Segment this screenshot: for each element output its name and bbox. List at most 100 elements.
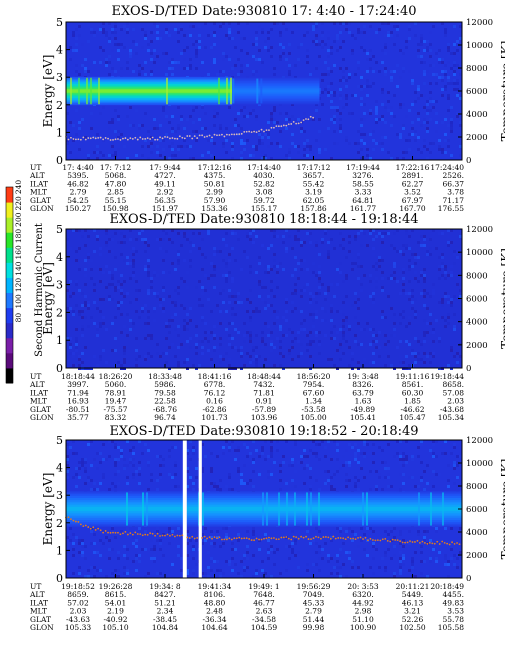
heatmap-cell: [366, 244, 369, 247]
heatmap-cell: [420, 551, 423, 554]
ephemeris-value: 35.77: [67, 413, 89, 422]
heatmap-cell: [213, 253, 216, 256]
heatmap-cell: [186, 542, 189, 545]
heatmap-cell: [105, 458, 108, 461]
temperature-point: [277, 538, 280, 541]
temperature-point: [131, 138, 134, 140]
ephemeris-row-label: UT: [30, 372, 41, 381]
temperature-point: [221, 133, 223, 136]
heatmap-cell: [456, 115, 459, 118]
heatmap-cell: [402, 557, 405, 560]
heatmap-cell: [144, 268, 147, 271]
heatmap-cell: [66, 139, 69, 142]
ephemeris-value: 153.36: [201, 204, 227, 213]
heatmap-cell: [69, 337, 72, 340]
heatmap-cell: [150, 280, 153, 283]
heatmap-cell: [384, 52, 387, 55]
ephemeris-value: 102.50: [399, 623, 425, 632]
temperature-point: [255, 131, 258, 134]
heatmap-cell: [450, 301, 453, 304]
heatmap-cell: [279, 364, 282, 367]
heatmap-cell: [444, 277, 447, 280]
heatmap-cell: [372, 55, 375, 58]
heatmap-cell: [261, 298, 264, 301]
heatmap-cell: [117, 118, 120, 121]
heatmap-cell: [228, 301, 231, 304]
heatmap-cell: [441, 253, 444, 256]
heatmap-cell: [99, 61, 102, 64]
temperature-point: [248, 538, 251, 540]
heatmap-cell: [81, 551, 84, 554]
ephemeris-value: 66.37: [443, 179, 465, 188]
heatmap-cell: [294, 118, 297, 121]
heatmap-cell: [114, 337, 117, 340]
heatmap-cell: [390, 244, 393, 247]
heatmap-cell: [87, 292, 90, 295]
heatmap-cell: [270, 455, 273, 458]
heatmap-cell: [96, 488, 99, 491]
band-streak: [256, 78, 259, 104]
heatmap-cell: [318, 545, 321, 548]
heatmap-cell: [417, 97, 420, 100]
heatmap-cell: [177, 61, 180, 64]
heatmap-cell: [159, 473, 162, 476]
heatmap-cell: [234, 118, 237, 121]
heatmap-cell: [378, 28, 381, 31]
heatmap-cell: [372, 557, 375, 560]
heatmap-cell: [318, 343, 321, 346]
heatmap-cell: [174, 313, 177, 316]
heatmap-cell: [345, 136, 348, 139]
heatmap-cell: [423, 280, 426, 283]
heatmap-cell: [135, 470, 138, 473]
heatmap-cell: [240, 301, 243, 304]
heatmap-cell: [153, 292, 156, 295]
heatmap-cell: [336, 37, 339, 40]
heatmap-cell: [105, 265, 108, 268]
heatmap-cell: [228, 473, 231, 476]
heatmap-cell: [75, 109, 78, 112]
temperature-series: [65, 516, 461, 546]
heatmap-cell: [321, 440, 324, 443]
heatmap-cell: [447, 124, 450, 127]
y2-axis-label: Temperature [K]: [499, 248, 505, 349]
heatmap-cell: [162, 229, 165, 232]
heatmap-cell: [138, 473, 141, 476]
heatmap-cell: [108, 22, 111, 25]
heatmap-cell: [204, 527, 207, 530]
heatmap-cell: [426, 103, 429, 106]
heatmap-cell: [261, 157, 264, 160]
heatmap-cell: [204, 485, 207, 488]
heatmap-cell: [147, 310, 150, 313]
heatmap-cell: [207, 566, 210, 569]
heatmap-cell: [339, 575, 342, 578]
heatmap-cell: [246, 139, 249, 142]
heatmap-cell: [402, 310, 405, 313]
heatmap-cell: [195, 55, 198, 58]
heatmap-cell: [297, 262, 300, 265]
heatmap-cell: [177, 527, 180, 530]
heatmap-cell: [441, 88, 444, 91]
heatmap-cell: [189, 319, 192, 322]
panel-1: EXOS-D/TED Date:930810 17: 4:40 - 17:24:…: [29, 4, 505, 213]
heatmap-cell: [444, 292, 447, 295]
heatmap-cell: [423, 292, 426, 295]
heatmap-cell: [84, 461, 87, 464]
colorbar-label: Second Harmonic Current: [34, 223, 45, 357]
heatmap-cell: [123, 572, 126, 575]
temperature-point: [332, 535, 335, 538]
heatmap-cell: [201, 572, 204, 575]
temperature-point: [421, 540, 424, 543]
temperature-point: [295, 536, 298, 539]
heatmap-cell: [315, 452, 318, 455]
heatmap-cell: [90, 268, 93, 271]
heatmap-cell: [252, 154, 255, 157]
heatmap-cell: [66, 458, 69, 461]
temperature-point: [89, 527, 92, 530]
heatmap-cell: [132, 325, 135, 328]
temperature-point: [243, 130, 246, 133]
heatmap-cell: [249, 331, 252, 334]
heatmap-cell: [309, 331, 312, 334]
y2-tick-label: 12000: [466, 225, 493, 235]
heatmap-cell: [186, 340, 189, 343]
heatmap-cell: [93, 566, 96, 569]
